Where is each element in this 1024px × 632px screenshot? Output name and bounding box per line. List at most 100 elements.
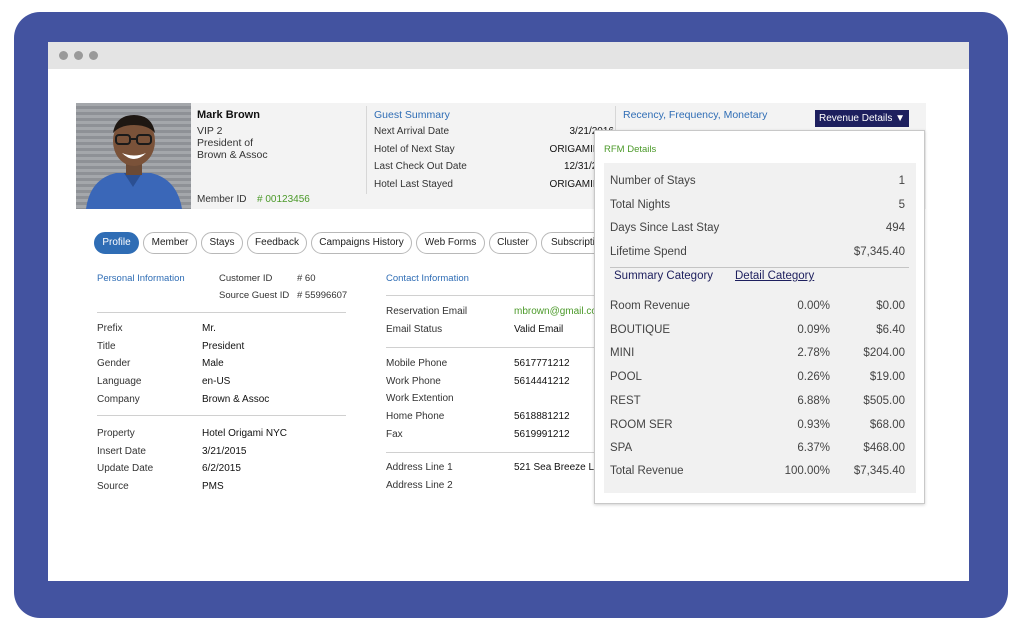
personal-divider-1	[97, 312, 346, 313]
rfm-category-pct: 6.88%	[797, 394, 830, 407]
guest-summary-label: Hotel Last Stayed	[374, 179, 453, 191]
rfm-details-title: RFM Details	[604, 144, 657, 155]
personal-field-value: en-US	[202, 376, 231, 388]
rfm-stat-label: Number of Stays	[610, 175, 696, 187]
rfm-category-pct: 0.09%	[797, 323, 830, 336]
tab-profile[interactable]: Profile	[94, 232, 139, 254]
contact-field-label: Address Line 1	[386, 462, 453, 473]
contact-field-label: Work Phone	[386, 375, 441, 387]
rfm-category-label: REST	[610, 394, 641, 407]
rfm-category-pct: 0.00%	[797, 300, 830, 312]
personal-divider-2	[97, 415, 346, 416]
contact-field-value: Valid Email	[514, 323, 564, 335]
contact-field-value: 5614441212	[514, 375, 570, 387]
contact-field-label: Reservation Email	[386, 306, 468, 317]
contact-field-label: Mobile Phone	[386, 358, 448, 369]
contact-field-label: Fax	[386, 428, 403, 440]
personal-field-value: Male	[202, 358, 224, 370]
customer-id-value: # 60	[297, 273, 316, 284]
contact-field-value: 521 Sea Breeze Lane	[514, 462, 594, 473]
personal-field-label: Gender	[97, 358, 131, 370]
rfm-category-label: SPA	[610, 442, 633, 455]
personal-field-label: Company	[97, 393, 140, 405]
rfm-category-amount: $0.00	[876, 300, 905, 312]
personal-field-value: Mr.	[202, 323, 216, 334]
contact-divider-1	[386, 295, 598, 296]
personal-field-value: Hotel Origami NYC	[202, 428, 288, 439]
personal-field-value: President	[202, 340, 245, 352]
contact-field-label: Address Line 2	[386, 479, 453, 491]
rfm-stat-value: 494	[885, 222, 905, 235]
guest-name: Mark Brown	[197, 109, 260, 121]
guest-summary-value: ORIGAMINYC	[549, 179, 614, 191]
guest-title-line2: Brown & Assoc	[197, 149, 268, 161]
member-id-label: Member ID	[197, 194, 247, 205]
contact-field-value: 5618881212	[514, 411, 570, 423]
contact-field-label: Work Extention	[386, 393, 454, 405]
personal-field-label: Title	[97, 340, 116, 352]
rfm-category-pct: 2.78%	[797, 347, 830, 360]
rfm-category-label: Room Revenue	[610, 300, 690, 312]
rfm-category-amount: $19.00	[869, 371, 905, 384]
guest-summary-label: Hotel of Next Stay	[374, 143, 455, 155]
guest-summary-value: 3/21/2016	[569, 126, 615, 137]
tab-campaigns-history[interactable]: Campaigns History	[311, 232, 412, 254]
header-divider-2	[615, 106, 616, 130]
personal-field-label: Insert Date	[97, 445, 146, 457]
contact-field-label: Home Phone	[386, 411, 445, 423]
customer-id-label: Customer ID	[219, 273, 273, 284]
detail-category-tab[interactable]: Detail Category	[735, 270, 815, 282]
contact-divider-2	[386, 347, 598, 348]
personal-field-label: Language	[97, 376, 142, 388]
guest-summary-value: ORIGAMINYC	[549, 143, 614, 155]
total-revenue-amount: $7,345.40	[853, 465, 905, 477]
rfm-category-label: ROOM SER	[610, 418, 673, 431]
rfm-details-panel: RFM Details Number of Stays 1 Total Nights…	[594, 130, 925, 504]
guest-summary-label: Next Arrival Date	[374, 126, 450, 137]
rfm-stat-value: 1	[898, 175, 905, 187]
rfm-category-pct: 0.26%	[797, 371, 830, 384]
revenue-details-button[interactable]: Revenue Details ▼	[815, 110, 909, 127]
guest-title-line1: President of	[197, 137, 254, 149]
rfm-category-label: MINI	[610, 347, 635, 360]
personal-field-label: Update Date	[97, 463, 154, 475]
rfm-category-amount: $204.00	[863, 347, 905, 360]
tab-feedback[interactable]: Feedback	[247, 232, 307, 254]
tab-web-forms[interactable]: Web Forms	[416, 232, 485, 254]
personal-field-value: PMS	[202, 481, 224, 493]
source-guest-id-value: # 55996607	[297, 290, 348, 301]
personal-field-value: 6/2/2015	[202, 463, 241, 475]
window-dot-close[interactable]	[59, 51, 68, 60]
tab-cluster[interactable]: Cluster	[489, 232, 537, 254]
member-id-value: # 00123456	[257, 194, 310, 205]
contact-field-value: 5617771212	[514, 358, 570, 369]
rfm-category-pct: 6.37%	[797, 442, 830, 455]
rfm-category-pct: 0.93%	[797, 418, 830, 431]
rfm-category-label: BOUTIQUE	[610, 323, 671, 336]
contact-field-value[interactable]: mbrown@gmail.com	[514, 306, 594, 317]
rfm-category-label: POOL	[610, 371, 642, 384]
rfm-stat-value: 5	[898, 198, 905, 211]
rfm-divider	[610, 267, 909, 268]
guest-tier: VIP 2	[197, 125, 223, 137]
header-divider-1	[366, 106, 367, 194]
tab-stays[interactable]: Stays	[201, 232, 243, 254]
total-revenue-pct: 100.00%	[784, 465, 830, 477]
window-dot-minimize[interactable]	[74, 51, 83, 60]
rfm-category-amount: $6.40	[876, 323, 905, 336]
personal-info-title: Personal Information	[97, 273, 185, 284]
tab-member[interactable]: Member	[143, 232, 197, 254]
summary-category-tab[interactable]: Summary Category	[614, 270, 714, 282]
window-dot-maximize[interactable]	[89, 51, 98, 60]
rfm-category-amount: $68.00	[869, 418, 905, 431]
personal-field-label: Source	[97, 481, 129, 493]
contact-field-value: 5619991212	[514, 428, 570, 440]
rfm-category-amount: $505.00	[863, 394, 905, 407]
rfm-details-body	[604, 163, 916, 493]
window-titlebar	[48, 42, 969, 69]
contact-info-title: Contact Information	[386, 273, 469, 284]
rfm-stat-label: Lifetime Spend	[610, 246, 687, 259]
total-revenue-label: Total Revenue	[610, 465, 684, 477]
guest-summary-value: 12/31/2015	[563, 161, 614, 173]
rfm-stat-label: Total Nights	[610, 198, 671, 211]
